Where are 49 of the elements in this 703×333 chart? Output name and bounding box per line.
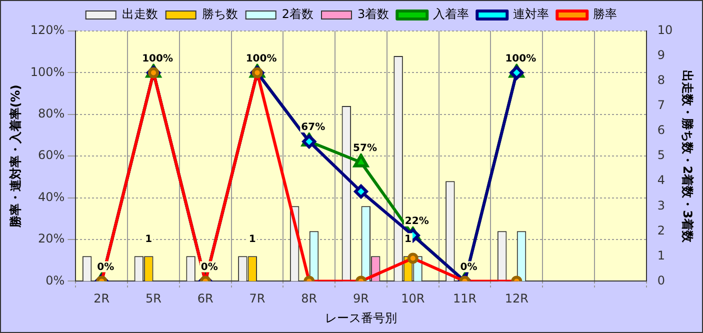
y2-tick-label: 9 xyxy=(657,48,665,62)
y-tick-label: 120% xyxy=(30,23,65,38)
data-label: 1 xyxy=(404,234,412,245)
x-tick-label: 8R xyxy=(301,292,318,306)
legend-label: 出走数 xyxy=(122,7,158,22)
legend-label: 連対率 xyxy=(513,7,550,22)
y2-tick-label: 5 xyxy=(657,148,665,162)
y-tick-label: 80% xyxy=(38,106,65,121)
y-tick-label: 60% xyxy=(38,148,65,162)
data-label: 1 xyxy=(248,234,256,245)
x-tick-label: 11R xyxy=(452,292,477,306)
data-label: 100% xyxy=(142,53,173,64)
legend-label: 3着数 xyxy=(358,7,390,22)
legend-label: 勝ち数 xyxy=(202,7,238,22)
x-tick-label: 5R xyxy=(146,292,162,306)
data-label: 57% xyxy=(353,142,377,154)
data-label: 0% xyxy=(200,262,218,273)
y2-tick-label: 10 xyxy=(657,23,673,38)
y2-tick-label: 1 xyxy=(657,248,665,262)
y-tick-label: 0% xyxy=(46,273,65,288)
y2-tick-label: 3 xyxy=(657,198,665,212)
data-label: 67% xyxy=(301,122,326,134)
data-label: 100% xyxy=(246,53,277,64)
data-label: 0% xyxy=(460,262,478,273)
y2-axis-title: 出走数・勝ち数・2着数・3着数 xyxy=(680,70,695,244)
y2-tick-label: 2 xyxy=(657,223,665,238)
x-tick-label: 9R xyxy=(353,292,370,306)
x-tick-label: 7R xyxy=(249,292,266,306)
x-tick-label: 10R xyxy=(401,292,425,306)
y2-tick-label: 7 xyxy=(657,98,665,112)
data-label: 22% xyxy=(404,216,429,227)
data-label: 1 xyxy=(145,234,152,245)
y-axis-title: 勝率・連対率・入着率(%) xyxy=(8,84,22,229)
data-label: 100% xyxy=(505,53,536,64)
x-tick-label: 2R xyxy=(94,292,110,306)
x-tick-label: 6R xyxy=(197,292,214,306)
y-tick-label: 40% xyxy=(38,190,65,204)
y2-tick-label: 6 xyxy=(657,123,665,138)
legend-label: 2着数 xyxy=(282,7,314,22)
legend-label: 入着率 xyxy=(433,7,470,22)
y2-tick-label: 4 xyxy=(657,173,665,188)
x-axis-title: レース番号別 xyxy=(325,310,398,325)
y-tick-label: 100% xyxy=(30,64,65,79)
y2-tick-label: 8 xyxy=(657,73,665,88)
legend-label: 勝率 xyxy=(593,7,618,22)
y-tick-label: 20% xyxy=(38,232,65,246)
x-tick-label: 12R xyxy=(504,292,528,306)
y2-tick-label: 0 xyxy=(657,273,665,288)
data-label: 0% xyxy=(97,262,114,273)
